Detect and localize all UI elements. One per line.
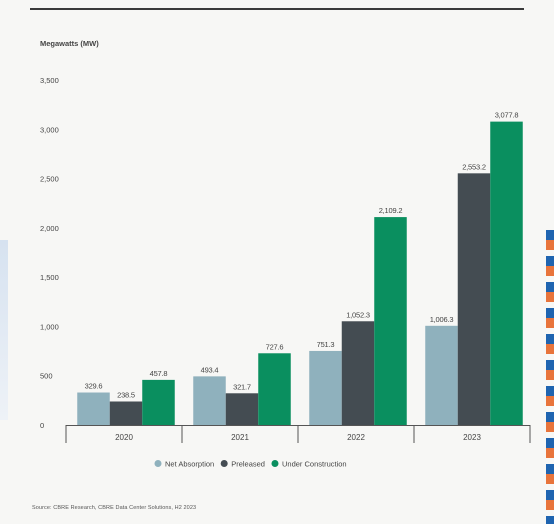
bar-net-absorption-2022 (309, 350, 342, 425)
bar-net-absorption-2020 (77, 392, 110, 425)
source-note: Source: CBRE Research, CBRE Data Center … (32, 505, 197, 511)
bar-data-label: 493.4 (201, 365, 219, 374)
bar-preleased-2021 (225, 393, 259, 425)
bar-data-label: 2,109.2 (379, 206, 403, 215)
bar-data-label: 329.6 (85, 382, 103, 391)
legend-label: Preleased (231, 460, 265, 469)
top-rule (30, 8, 524, 10)
bar-data-label: 457.8 (150, 369, 168, 378)
y-axis-ticks: 0 500 1,000 1,500 2,000 2,500 3,000 3,500 (40, 76, 59, 430)
bar-data-label: 1,006.3 (430, 315, 454, 324)
bar-data-label: 2,553.2 (462, 162, 486, 171)
bar-preleased-2020 (109, 401, 143, 425)
legend: Net Absorption Preleased Under Constructio… (154, 460, 347, 469)
x-axis: 2020 2021 2022 2023 (65, 425, 531, 443)
legend-label: Net Absorption (165, 460, 214, 469)
bar-data-label: 1,052.3 (346, 310, 370, 319)
y-tick-label: 3,500 (40, 76, 59, 85)
legend-marker (220, 460, 228, 467)
y-tick-label: 0 (40, 421, 44, 430)
y-axis-title: Megawatts (MW) (40, 39, 99, 48)
bar-preleased-2022 (341, 321, 375, 425)
legend-label: Under Construction (282, 460, 347, 469)
x-tick-label: 2020 (115, 433, 133, 442)
bar-under-construction-2021 (258, 353, 291, 425)
bar-net-absorption-2023 (425, 325, 458, 425)
y-tick-label: 3,000 (40, 125, 59, 134)
bar-data-label: 321.7 (233, 382, 251, 391)
y-tick-label: 1,000 (40, 322, 59, 331)
background-decoration-left (0, 240, 8, 420)
bar-under-construction-2023 (490, 121, 523, 426)
bar-under-construction-2022 (374, 217, 407, 425)
x-tick-label: 2023 (463, 433, 481, 442)
bar-data-label: 238.5 (117, 390, 135, 399)
x-tick-label: 2022 (347, 433, 365, 442)
legend-marker (154, 460, 162, 467)
bar-preleased-2023 (457, 173, 491, 425)
y-tick-label: 1,500 (40, 273, 59, 282)
bar-net-absorption-2021 (193, 376, 226, 425)
bar-data-label: 727.6 (266, 342, 284, 351)
y-tick-label: 500 (40, 372, 53, 381)
bar-under-construction-2020 (142, 379, 175, 425)
bar-data-label: 751.3 (317, 340, 335, 349)
y-tick-label: 2,000 (40, 224, 59, 233)
x-tick-label: 2021 (231, 433, 249, 442)
background-decoration-right (546, 230, 554, 524)
y-tick-label: 2,500 (40, 175, 59, 184)
legend-marker (271, 460, 279, 467)
bar-data-label: 3,077.8 (495, 111, 519, 120)
bars: 329.6 238.5 457.8 493.4 321.7 727.6 751.3 1,052… (77, 111, 523, 426)
